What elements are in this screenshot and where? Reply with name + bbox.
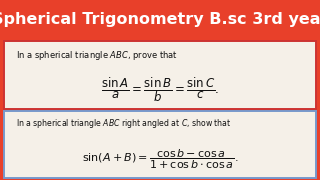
Text: In a spherical triangle $ABC$, prove that: In a spherical triangle $ABC$, prove tha… <box>16 50 178 62</box>
FancyBboxPatch shape <box>4 111 316 178</box>
Text: $\dfrac{\sin A}{a} = \dfrac{\sin B}{b} = \dfrac{\sin C}{c}$.: $\dfrac{\sin A}{a} = \dfrac{\sin B}{b} =… <box>101 76 219 104</box>
Text: In a spherical triangle $ABC$ right angled at $C$, show that: In a spherical triangle $ABC$ right angl… <box>16 118 232 130</box>
Text: $\sin(A+B) = \dfrac{\cos b - \cos a}{1 + \cos b \cdot \cos a}$.: $\sin(A+B) = \dfrac{\cos b - \cos a}{1 +… <box>82 148 238 171</box>
Text: Spherical Trigonometry B.sc 3rd year: Spherical Trigonometry B.sc 3rd year <box>0 12 320 27</box>
FancyBboxPatch shape <box>4 41 316 109</box>
